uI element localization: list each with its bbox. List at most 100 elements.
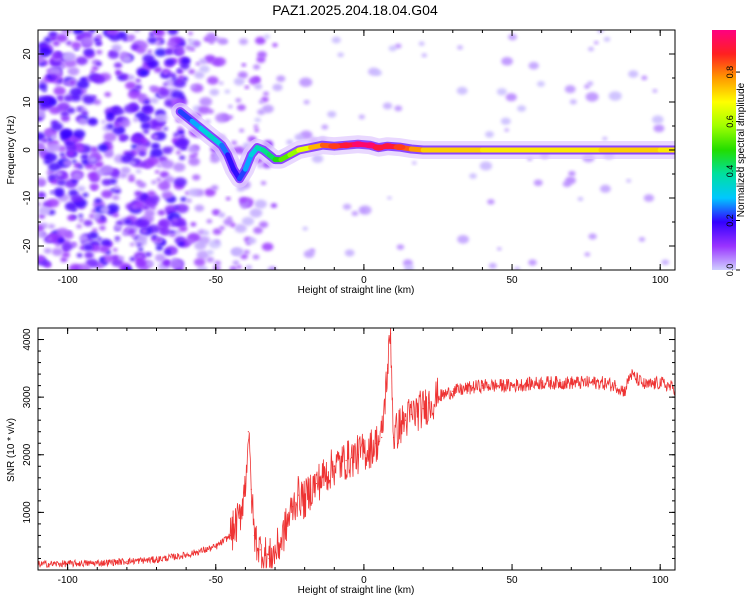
snr-point	[309, 488, 312, 490]
spectrogram-blob	[51, 51, 63, 59]
spectrogram-blob	[568, 170, 576, 177]
spectrogram-blob	[171, 76, 177, 81]
spectrogram-blob	[134, 30, 141, 33]
snr-point	[298, 494, 300, 496]
spectrogram-x-label: Height of straight line (km)	[298, 285, 415, 296]
spectrogram-blob	[536, 80, 545, 87]
spectrogram-blob	[167, 30, 179, 36]
snr-point	[511, 385, 513, 387]
spectrogram-blob	[351, 211, 359, 217]
spectrogram-blob	[374, 70, 382, 76]
spectrogram-blob	[188, 188, 200, 197]
spectrogram-blob	[166, 40, 176, 48]
spectrogram-blob	[190, 47, 195, 52]
snr-point	[351, 457, 353, 459]
spectrogram-blob	[241, 216, 255, 226]
spectrogram-blob	[43, 247, 52, 254]
snr-point	[247, 431, 249, 433]
spectrogram-blob	[70, 194, 83, 204]
spectrogram-blob	[185, 198, 192, 203]
spectrogram-blob	[77, 146, 85, 152]
snr-point	[570, 382, 572, 384]
spectrogram-blob	[38, 115, 43, 122]
spectrogram-blob	[72, 172, 83, 180]
spectrogram-blob	[248, 76, 261, 86]
spectrogram-hot-spot	[340, 142, 353, 149]
spectrogram-blob	[249, 208, 263, 218]
spectrogram-blob	[321, 124, 329, 130]
spectrogram-blob	[161, 190, 174, 200]
y-tick-label: 10	[22, 96, 33, 108]
spectrogram-blob	[52, 40, 61, 47]
spectrogram-blob	[199, 96, 213, 107]
spectrogram-blob	[196, 265, 208, 270]
spectrogram-blob	[504, 128, 510, 132]
spectrogram-blob	[55, 33, 68, 43]
spectrogram-blob	[232, 260, 240, 266]
spectrogram-blob	[213, 210, 219, 215]
spectrogram-blob	[177, 129, 185, 135]
spectrogram-blob	[254, 36, 266, 45]
spectrogram-blob	[303, 250, 315, 259]
snr-x-ticks: -100 -50 0 50 100	[37, 328, 669, 586]
spectrogram-blob	[411, 161, 417, 165]
spectrogram-blob	[231, 140, 238, 145]
spectrogram-blob	[88, 30, 96, 34]
spectrogram-blob	[153, 66, 163, 73]
spectrogram-blob	[528, 259, 537, 266]
spectrogram-blob	[358, 114, 365, 120]
spectrogram-blob	[149, 85, 156, 91]
spectrogram-blob	[61, 251, 71, 258]
spectrogram-blob	[196, 250, 210, 260]
spectrogram-blob	[83, 48, 95, 57]
spectrogram-blob	[114, 123, 121, 128]
spectrogram-blob	[209, 40, 214, 45]
spectrogram-blob	[276, 75, 286, 83]
spectrogram-blob	[121, 154, 134, 164]
spectrogram-blob	[130, 160, 137, 166]
snr-panel: -100 -50 0 50 100 4000 3000 2000 1000 Height of…	[6, 327, 676, 596]
snr-point	[363, 451, 365, 453]
snr-point	[600, 382, 602, 384]
spectrogram-blob	[171, 90, 184, 100]
x-tick-label: -50	[209, 575, 224, 586]
spectrogram-blob	[130, 232, 137, 238]
spectrogram-blob	[145, 251, 152, 257]
spectrogram-blob	[101, 120, 106, 124]
spectrogram-blob	[236, 265, 242, 269]
spectrogram-blob	[141, 204, 150, 211]
snr-point	[659, 382, 661, 384]
spectrogram-blob	[50, 74, 57, 79]
spectrogram-blob	[109, 188, 116, 193]
snr-point	[339, 462, 341, 465]
spectrogram-blob	[302, 226, 308, 231]
spectrogram-blob	[177, 241, 185, 247]
x-tick-label: 50	[506, 575, 518, 586]
spectrogram-blob	[206, 76, 219, 85]
spectrogram-blob	[127, 74, 135, 81]
spectrogram-blob	[99, 206, 110, 214]
spectrogram-blob	[225, 196, 231, 201]
spectrogram-blob	[227, 216, 232, 220]
spectrogram-blob	[194, 241, 207, 251]
spectrogram-x-ticks: -100 -50 0 50 100	[37, 30, 669, 286]
spectrogram-blob	[76, 224, 83, 229]
snr-point	[404, 419, 406, 421]
spectrogram-ridge-core	[177, 109, 195, 124]
spectrogram-blob	[60, 128, 73, 139]
spectrogram-blob	[48, 162, 61, 172]
snr-point	[238, 517, 241, 519]
spectrogram-blob	[159, 39, 165, 44]
spectrogram-blob	[142, 129, 150, 134]
spectrogram-blob	[50, 190, 55, 195]
spectrogram-blob	[254, 117, 261, 123]
spectrogram-blob	[61, 242, 73, 251]
spectrogram-blob	[238, 38, 248, 45]
spectrogram-hot-spot	[393, 144, 406, 151]
snr-frame	[37, 327, 676, 571]
snr-point	[437, 396, 439, 398]
y-tick-label: 0	[22, 147, 33, 153]
spectrogram-blob	[404, 264, 414, 270]
spectrogram-blob	[112, 107, 124, 116]
spectrogram-blob	[190, 84, 196, 89]
